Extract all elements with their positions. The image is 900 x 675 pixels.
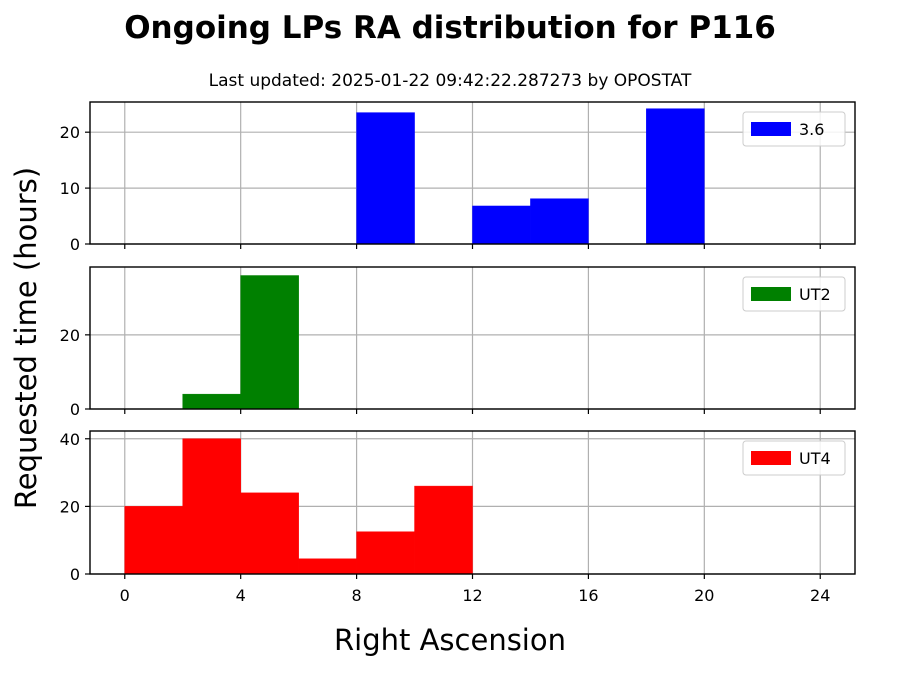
- histogram-bar: [124, 506, 183, 575]
- panels-group: 0 10 20 3.6 0 20 UT2 0 20 40 0 4 8 12 16 20 24 UT4: [60, 101, 856, 605]
- legend-label: UT4: [799, 449, 831, 468]
- x-tick-label: 4: [236, 586, 246, 605]
- histogram-bar: [646, 108, 705, 245]
- panel-ut4: 0 20 40 0 4 8 12 16 20 24 UT4: [60, 430, 856, 605]
- legend-frame: [742, 276, 846, 312]
- legend-frame: [742, 440, 846, 476]
- x-tick-label: 12: [462, 586, 482, 605]
- x-tick-label: 0: [120, 586, 130, 605]
- y-tick-label: 0: [70, 400, 80, 419]
- legend: UT4: [742, 440, 846, 476]
- legend-label: UT2: [799, 285, 831, 304]
- y-tick-label: 0: [70, 565, 80, 584]
- y-tick-label: 40: [60, 430, 80, 449]
- x-tick-label: 24: [810, 586, 830, 605]
- legend-frame: [742, 111, 846, 147]
- panel-3-6: 0 10 20 3.6: [60, 101, 856, 254]
- legend: UT2: [742, 276, 846, 312]
- histogram-bar: [356, 531, 415, 575]
- histogram-bar: [182, 438, 241, 575]
- chart-title: Ongoing LPs RA distribution for P116: [124, 10, 776, 46]
- y-tick-label: 20: [60, 123, 80, 142]
- panel-ut2: 0 20 UT2: [60, 266, 856, 419]
- histogram-bar: [356, 112, 415, 245]
- legend-label: 3.6: [799, 120, 824, 139]
- histogram-bar: [472, 205, 531, 245]
- histogram-bar: [414, 485, 473, 575]
- histogram-bar: [240, 275, 299, 410]
- y-tick-label: 10: [60, 179, 80, 198]
- y-tick-label: 0: [70, 235, 80, 254]
- legend-swatch: [751, 287, 791, 301]
- histogram-bar: [298, 558, 357, 575]
- x-tick-label: 8: [351, 586, 361, 605]
- x-tick-label: 20: [694, 586, 714, 605]
- legend-swatch: [751, 122, 791, 136]
- y-axis-label: Requested time (hours): [9, 167, 43, 509]
- histogram-bar: [240, 492, 299, 575]
- chart-subtitle: Last updated: 2025-01-22 09:42:22.287273…: [209, 71, 692, 91]
- histogram-bar: [182, 393, 241, 410]
- legend: 3.6: [742, 111, 846, 147]
- x-tick-label: 16: [578, 586, 598, 605]
- x-axis-label: Right Ascension: [334, 623, 566, 657]
- histogram-bar: [530, 198, 589, 245]
- legend-swatch: [751, 451, 791, 465]
- y-tick-label: 20: [60, 326, 80, 345]
- y-tick-label: 20: [60, 497, 80, 516]
